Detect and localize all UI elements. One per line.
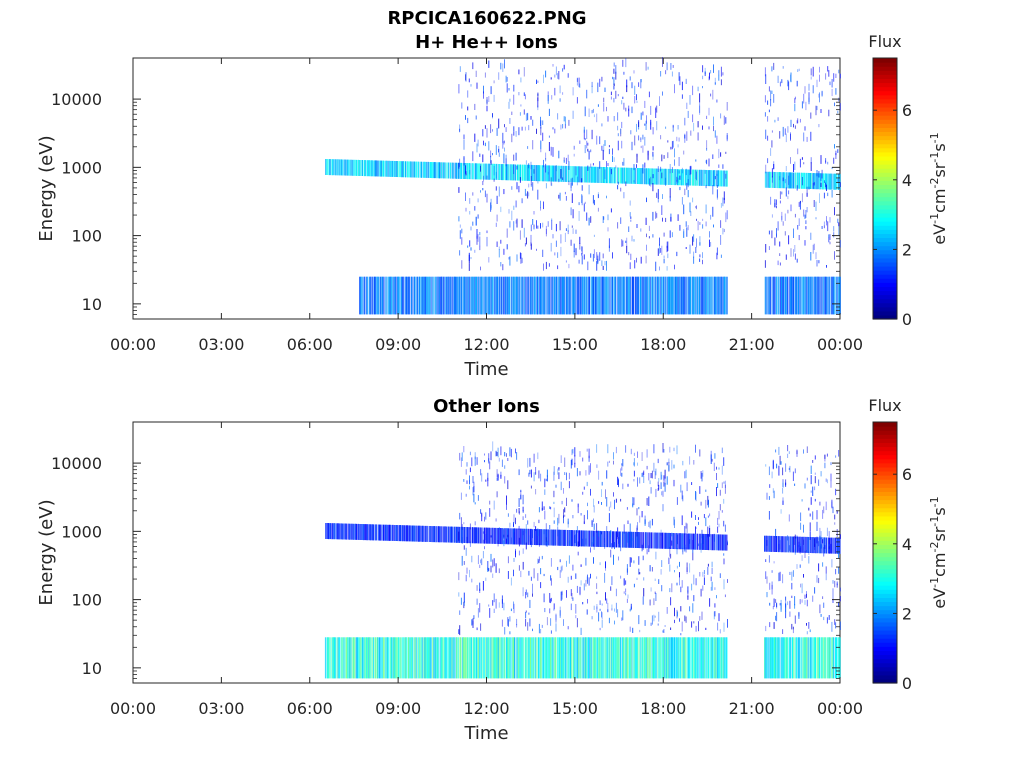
- x-tick-label: 21:00: [729, 335, 775, 354]
- colorbar-title: Flux: [868, 32, 901, 51]
- x-tick-label: 00:00: [817, 699, 863, 718]
- x-tick-label: 18:00: [640, 699, 686, 718]
- spectrogram-image: [325, 57, 841, 315]
- x-tick-label: 06:00: [287, 699, 333, 718]
- x-tick-label: 21:00: [729, 699, 775, 718]
- colorbar: 0 2 4 6 Flux eV-1​cm-2​sr-1​s-1​: [868, 32, 949, 329]
- x-tick-label: 09:00: [375, 335, 421, 354]
- colorbar-frame: [872, 421, 898, 684]
- colorbar-tick-label: 6: [902, 101, 912, 120]
- panel-title: Other Ions: [433, 396, 540, 417]
- x-tick-label: 00:00: [110, 699, 156, 718]
- x-tick-label: 03:00: [198, 699, 244, 718]
- x-tick-label: 12:00: [463, 699, 509, 718]
- figure-title: RPCICA160622.PNG: [387, 8, 586, 29]
- y-tick-label: 100: [71, 591, 102, 610]
- colorbar-tick-label: 2: [902, 604, 912, 623]
- y-tick-label: 1000: [61, 522, 102, 541]
- y-tick-label: 10: [82, 659, 102, 678]
- x-tick-label: 00:00: [817, 335, 863, 354]
- colorbar-frame: [872, 57, 898, 320]
- colorbar-tick-label: 0: [902, 674, 912, 693]
- colorbar-tick-label: 0: [902, 310, 912, 329]
- x-tick-label: 15:00: [552, 699, 598, 718]
- x-tick-label: 09:00: [375, 699, 421, 718]
- x-tick-label: 12:00: [463, 335, 509, 354]
- x-axis-label: Time: [463, 723, 508, 744]
- y-tick-label: 10000: [51, 454, 102, 473]
- colorbar-unit-label: eV-1​cm-2​sr-1​s-1​: [928, 496, 949, 608]
- panel-title: H+ He++ Ions: [415, 32, 558, 53]
- colorbar-tick-label: 4: [902, 171, 912, 190]
- y-tick-label: 10: [82, 295, 102, 314]
- colorbar-title: Flux: [868, 396, 901, 415]
- colorbar-tick-label: 4: [902, 535, 912, 554]
- x-axis-label: Time: [463, 359, 508, 380]
- y-tick-label: 100: [71, 227, 102, 246]
- colorbar-tick-label: 6: [902, 465, 912, 484]
- colorbar-tick-label: 2: [902, 240, 912, 259]
- colorbar-unit-label: eV-1​cm-2​sr-1​s-1​: [928, 132, 949, 244]
- x-tick-label: 03:00: [198, 335, 244, 354]
- colorbar: 0 2 4 6 Flux eV-1​cm-2​sr-1​s-1​: [868, 396, 949, 693]
- x-tick-label: 15:00: [552, 335, 598, 354]
- y-tick-label: 10000: [51, 90, 102, 109]
- y-tick-label: 1000: [61, 158, 102, 177]
- x-tick-label: 18:00: [640, 335, 686, 354]
- y-axis-label: Energy (eV): [36, 135, 57, 241]
- x-tick-label: 00:00: [110, 335, 156, 354]
- panel-2: Other Ions 00:00 03:00 06:00 09:00 12:00 15:00…: [36, 396, 949, 744]
- y-axis-label: Energy (eV): [36, 499, 57, 605]
- panel-1: H+ He++ Ions 00:00 03:00 06:00 09:00 12:00 15:…: [36, 32, 949, 380]
- spectrogram-image: [324, 441, 841, 679]
- x-tick-label: 06:00: [287, 335, 333, 354]
